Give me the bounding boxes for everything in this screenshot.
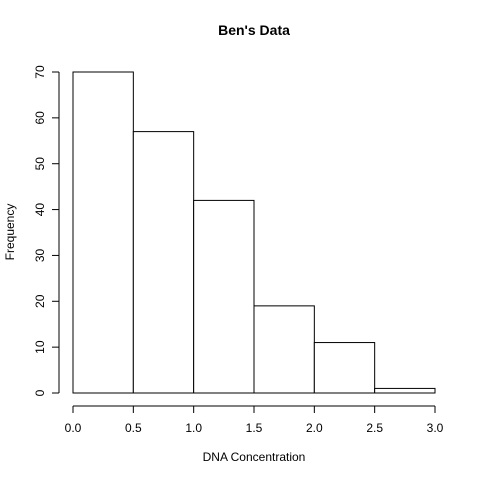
x-tick-label-1: 0.5 (125, 421, 142, 435)
y-tick-label-4: 40 (33, 203, 47, 217)
x-tick-label-3: 1.5 (246, 421, 263, 435)
x-tick-label-6: 3.0 (427, 421, 444, 435)
y-tick-label-0: 0 (33, 389, 47, 396)
histogram-bar-1 (132, 131, 195, 394)
histogram-bar-5 (374, 387, 436, 394)
x-axis: 0.0 0.5 1.0 1.5 2.0 2.5 3.0 (65, 405, 444, 435)
y-tick-label-2: 20 (33, 294, 47, 308)
y-tick-label-6: 60 (33, 111, 47, 125)
histogram-bar-0 (72, 71, 134, 394)
x-axis-label: DNA Concentration (203, 450, 306, 464)
y-axis-label: Frequency (3, 204, 17, 261)
x-tick-label-4: 2.0 (306, 421, 323, 435)
y-axis: 0 10 20 30 40 50 60 70 (33, 65, 60, 396)
y-tick-label-5: 50 (33, 157, 47, 171)
x-tick-label-0: 0.0 (65, 421, 82, 435)
x-tick-label-5: 2.5 (366, 421, 383, 435)
histogram-bar-2 (193, 199, 255, 394)
histogram-bar-4 (313, 342, 376, 394)
histogram-bar-3 (253, 305, 315, 394)
y-tick-label-7: 70 (33, 65, 47, 79)
bars-group (72, 71, 436, 394)
y-tick-label-1: 10 (33, 340, 47, 354)
x-tick-label-2: 1.0 (185, 421, 202, 435)
chart-title: Ben's Data (218, 22, 290, 38)
y-tick-label-3: 30 (33, 248, 47, 262)
